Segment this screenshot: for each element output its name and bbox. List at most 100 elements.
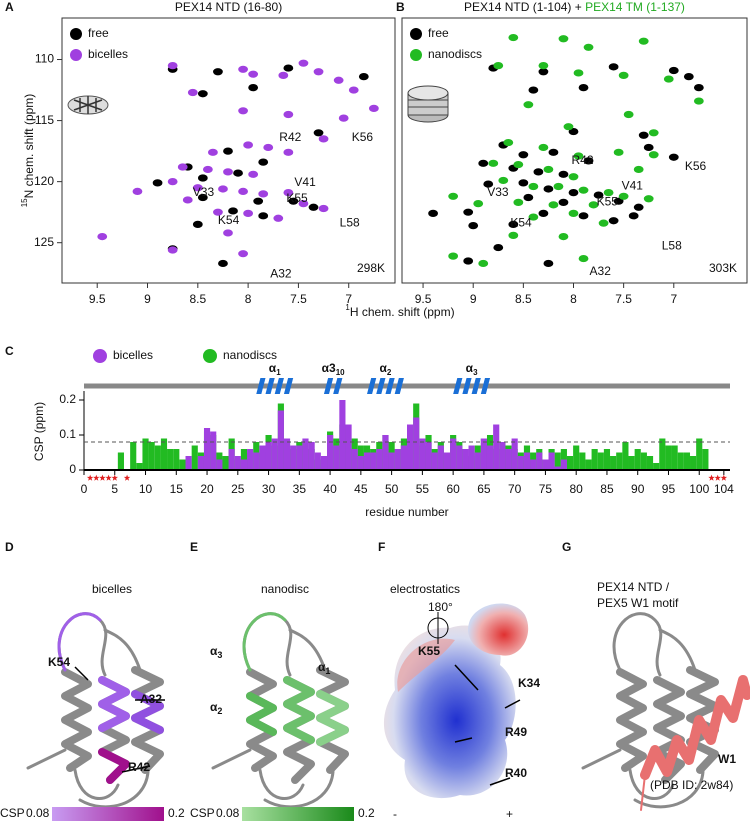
peak [578, 254, 589, 263]
peak [463, 208, 474, 216]
peak [543, 259, 554, 268]
bar [240, 459, 248, 470]
helix-turn [471, 378, 481, 394]
bar [616, 452, 623, 470]
peak [568, 127, 579, 136]
y-tick-label: 125 [34, 235, 54, 249]
peak [132, 187, 143, 196]
title-part: PEX14 TM (1-137) [585, 0, 685, 14]
peak [298, 200, 309, 208]
nanodisc-icon [407, 85, 449, 123]
peak [518, 151, 529, 159]
panel-letter: D [5, 540, 14, 554]
peak [488, 159, 499, 167]
peak [508, 231, 519, 239]
helix-label: α1 [269, 361, 281, 377]
x-tick-label: 95 [662, 482, 676, 496]
peak-label: V33 [193, 185, 215, 199]
peak [513, 160, 524, 169]
peak [623, 110, 634, 119]
peak [338, 114, 349, 122]
panel-title: bicelles [92, 582, 132, 596]
colorbar-max: 0.2 [358, 806, 375, 820]
helix-turn [385, 378, 395, 394]
x-tick-label: 7.5 [290, 292, 307, 306]
structure-label: α1 [318, 660, 330, 676]
bar [394, 449, 401, 470]
peak-label: R42 [279, 130, 301, 144]
structure-label: R42 [128, 760, 150, 774]
helix-turn [256, 378, 266, 394]
bar [610, 456, 617, 470]
bar [499, 442, 506, 470]
peak [318, 135, 329, 143]
peak [643, 143, 654, 152]
peak [513, 198, 524, 207]
bar [191, 445, 198, 470]
panel-title: electrostatics [390, 582, 460, 596]
label-text: α [210, 644, 218, 658]
label-text: W1 [718, 752, 736, 766]
legend-label: free [88, 26, 109, 40]
x-tick-label: 40 [323, 482, 337, 496]
colorbar-min: 0.08 [26, 806, 50, 820]
peak [523, 193, 534, 202]
peak [167, 178, 178, 186]
legend-marker [410, 28, 422, 40]
bar [560, 459, 567, 470]
helix-turn [480, 378, 491, 394]
peak [258, 212, 269, 220]
bar [542, 459, 549, 470]
peak [333, 76, 344, 84]
y-tick-label: 0 [69, 462, 76, 476]
label-text: R42 [128, 760, 150, 774]
peak [238, 187, 248, 196]
bar [640, 452, 647, 470]
peak [628, 212, 639, 220]
structure-label: R40 [505, 766, 527, 780]
bar [382, 435, 389, 470]
bar [579, 452, 586, 470]
legend-label: nanodiscs [223, 348, 277, 362]
peak [648, 129, 659, 137]
title-part: PEX14 NTD (1-104) + [464, 0, 585, 14]
x-tick-label: 90 [631, 482, 645, 496]
peak [218, 259, 228, 268]
peak-label: A32 [590, 264, 612, 278]
bar [185, 456, 192, 470]
peak [348, 86, 359, 94]
peak [493, 62, 504, 70]
bar [646, 456, 654, 470]
label-sup: 15 [20, 198, 29, 207]
bar [173, 449, 180, 470]
x-tick-label: 8.5 [515, 292, 532, 306]
label-main: H chem. shift (ppm) [350, 305, 455, 319]
peak [538, 143, 549, 152]
x-tick-label: 9.5 [415, 292, 432, 306]
peak [608, 63, 619, 71]
bar [222, 456, 229, 470]
peak [508, 33, 519, 42]
bar [443, 452, 451, 470]
peak [273, 214, 284, 222]
bar [468, 445, 475, 470]
unassigned-star [86, 474, 94, 481]
bar [130, 442, 137, 470]
legend-marker [410, 49, 422, 61]
bar [339, 400, 346, 470]
peak [283, 110, 294, 119]
structure-label: K34 [518, 676, 540, 690]
x-tick-label: 10 [139, 482, 153, 496]
bar [290, 445, 297, 470]
peak [258, 190, 269, 198]
bar [160, 438, 168, 470]
peak [283, 148, 294, 156]
structure-label: R49 [505, 725, 527, 739]
unassigned-star [93, 474, 100, 481]
peak [358, 73, 369, 81]
peak [553, 182, 564, 191]
bar [234, 456, 241, 470]
bar [117, 452, 124, 470]
x-axis-label: 1H chem. shift (ppm) [345, 303, 454, 319]
bar [474, 452, 481, 470]
